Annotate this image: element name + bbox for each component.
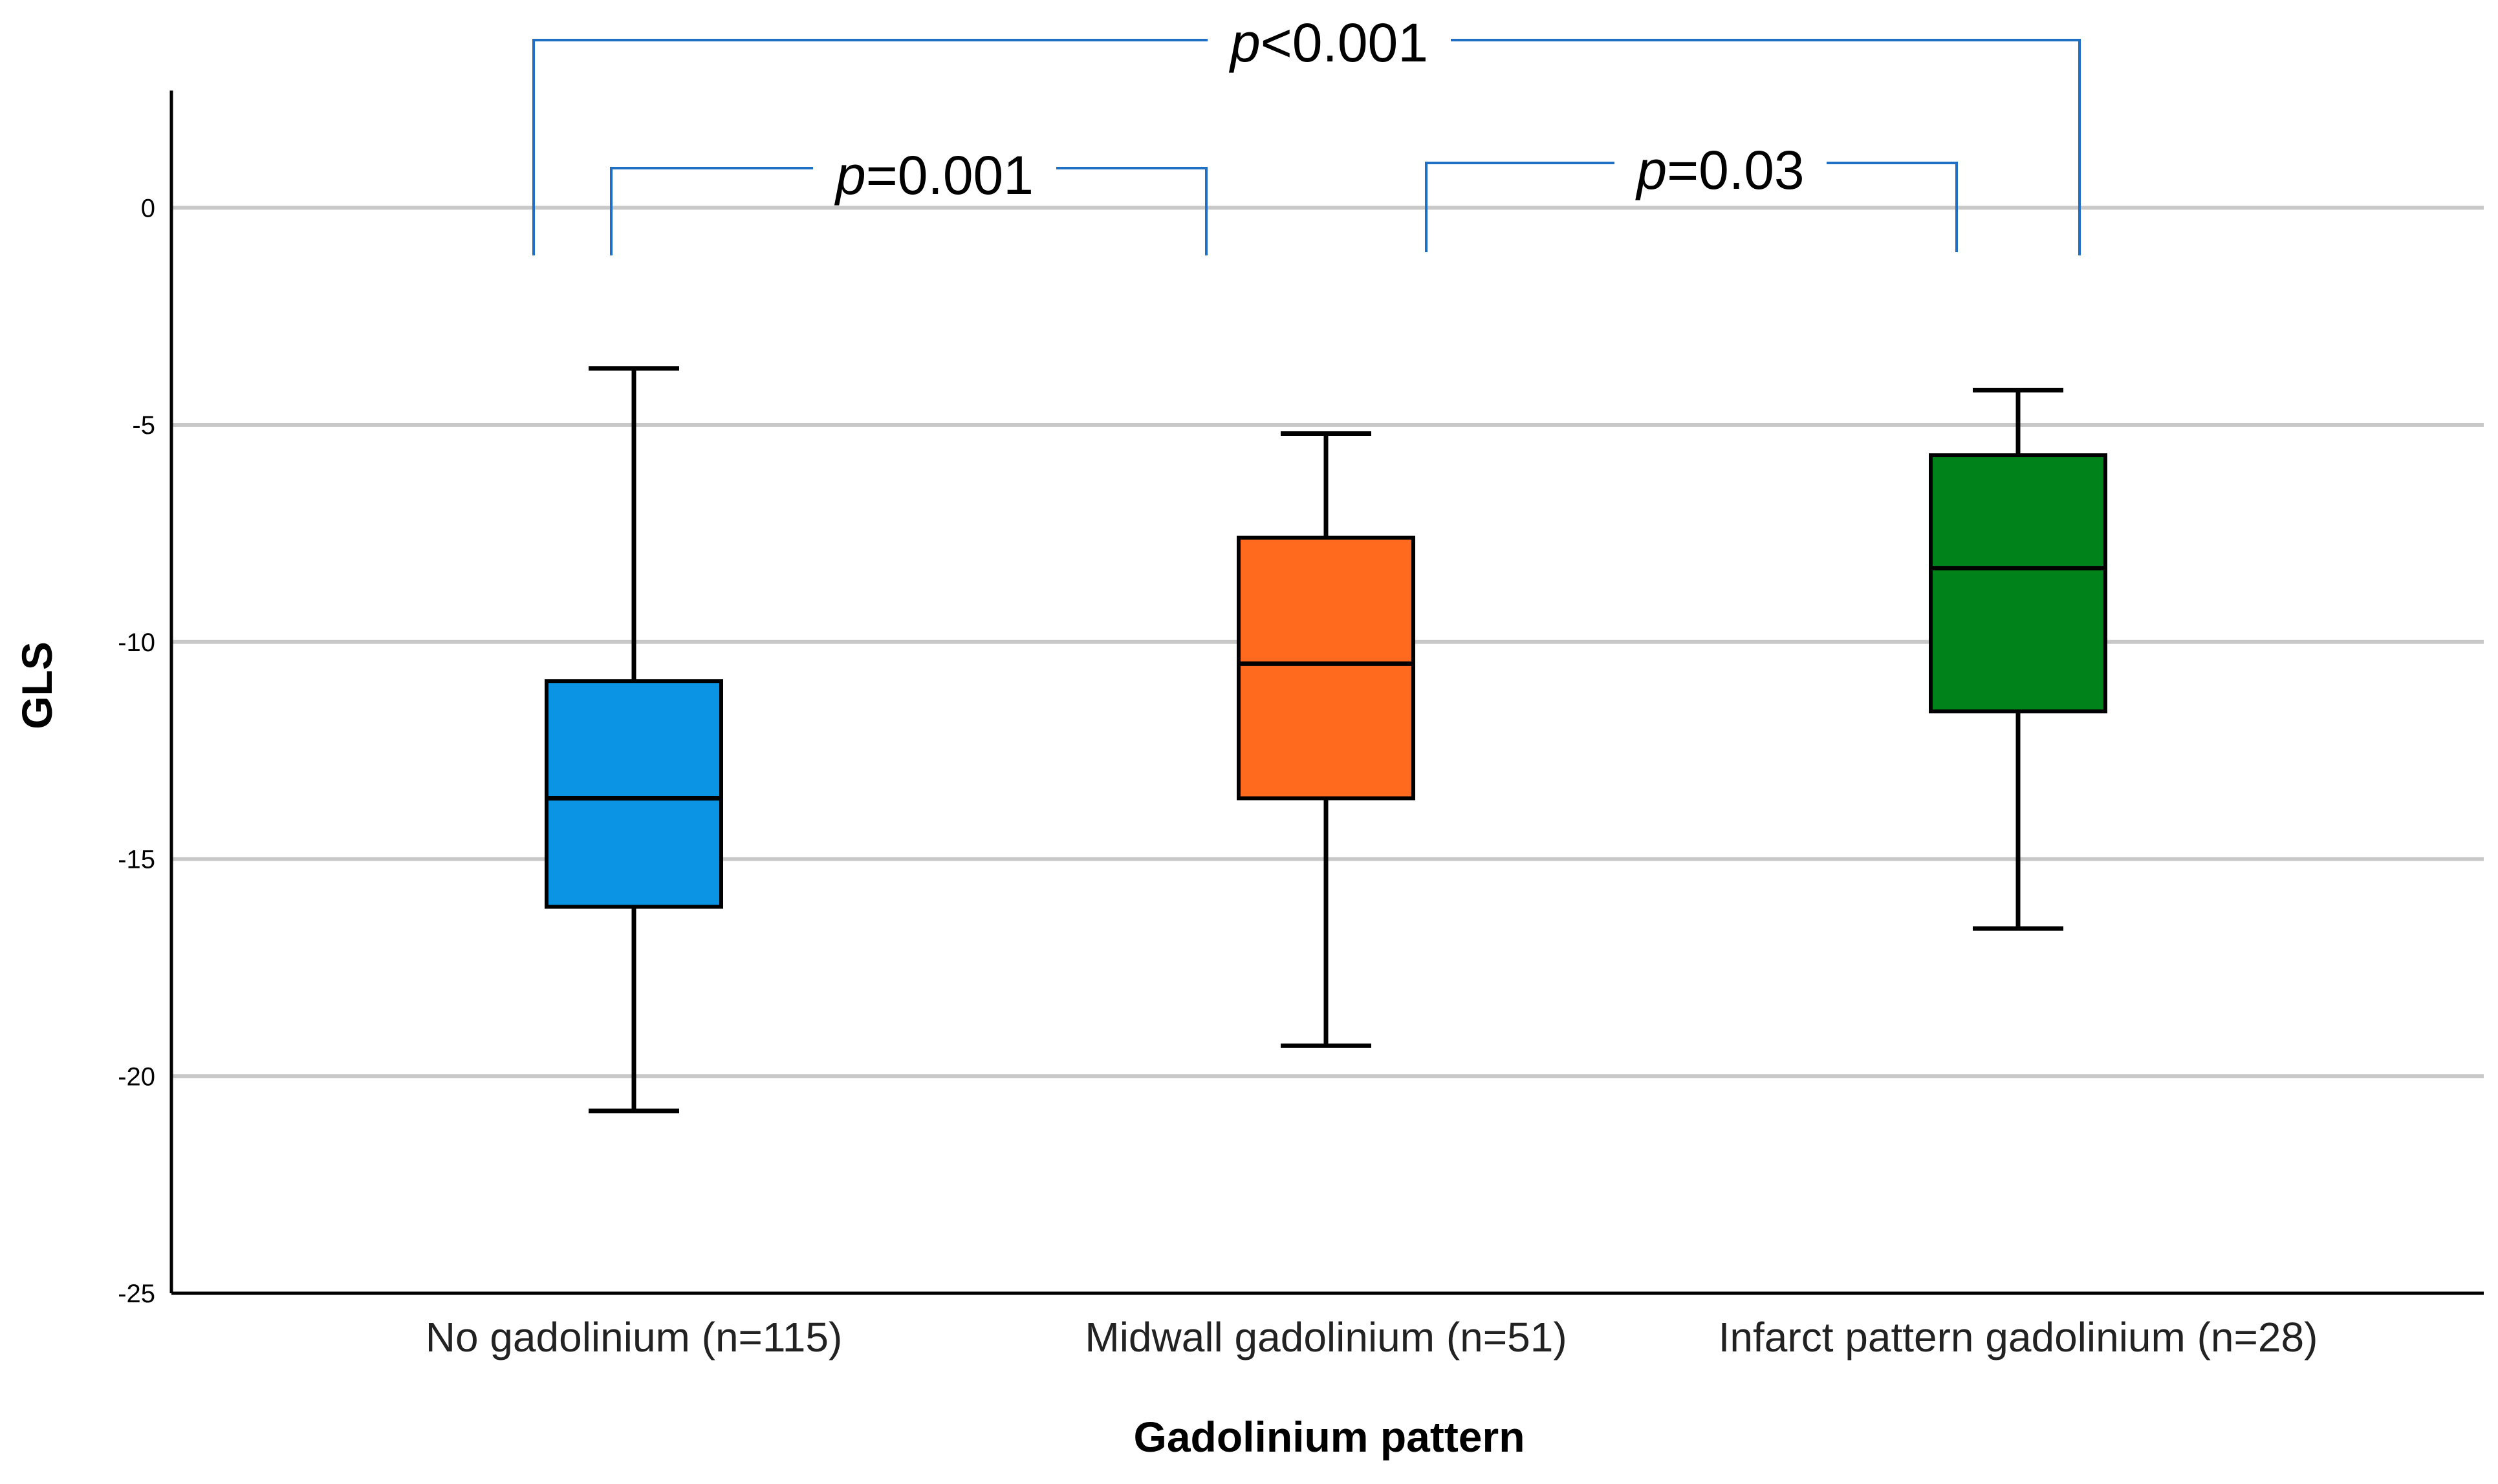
boxes [545,366,2107,1113]
y-tick-label: -5 [132,411,155,440]
significance-bracket: p<0.001 [532,12,2081,255]
significance-bracket: p=0.03 [1425,137,1958,252]
y-tick-label: -25 [118,1280,155,1308]
p-value-background [813,142,1056,194]
iqr-box [1929,453,2107,714]
iqr-box [1237,535,1415,801]
p-value-label: p=0.001 [834,145,1034,206]
x-category-label: No gadolinium (n=115) [426,1314,843,1360]
box-group [1237,431,1415,1048]
significance-bracket: p=0.001 [610,142,1208,255]
x-category-label: Infarct pattern gadolinium (n=28) [1719,1314,2318,1360]
p-value: =0.001 [866,145,1034,206]
p-symbol: p [834,145,866,206]
y-tick-label: -10 [118,629,155,657]
p-value: =0.03 [1667,140,1805,200]
y-tick-label: -15 [118,846,155,874]
y-axis-title: GLS [13,641,61,729]
box-group [1929,387,2107,931]
y-tick-label: 0 [141,194,155,222]
p-value-background [1208,14,1451,66]
x-category-label: Midwall gadolinium (n=51) [1085,1314,1567,1360]
axes: 0 -5 -10 -15 -20 -25 No gadolinium (n=115) Midw… [118,91,2484,1360]
x-axis-title: Gadolinium pattern [1133,1413,1525,1461]
p-value-label: p<0.001 [1228,12,1428,73]
p-symbol: p [1228,12,1261,73]
p-value-background [1614,137,1827,189]
p-symbol: p [1635,140,1667,200]
p-value: <0.001 [1261,12,1428,73]
p-value-label: p=0.03 [1635,140,1804,200]
y-tick-label: -20 [118,1062,155,1091]
iqr-box [545,679,723,909]
box-group [545,366,723,1113]
